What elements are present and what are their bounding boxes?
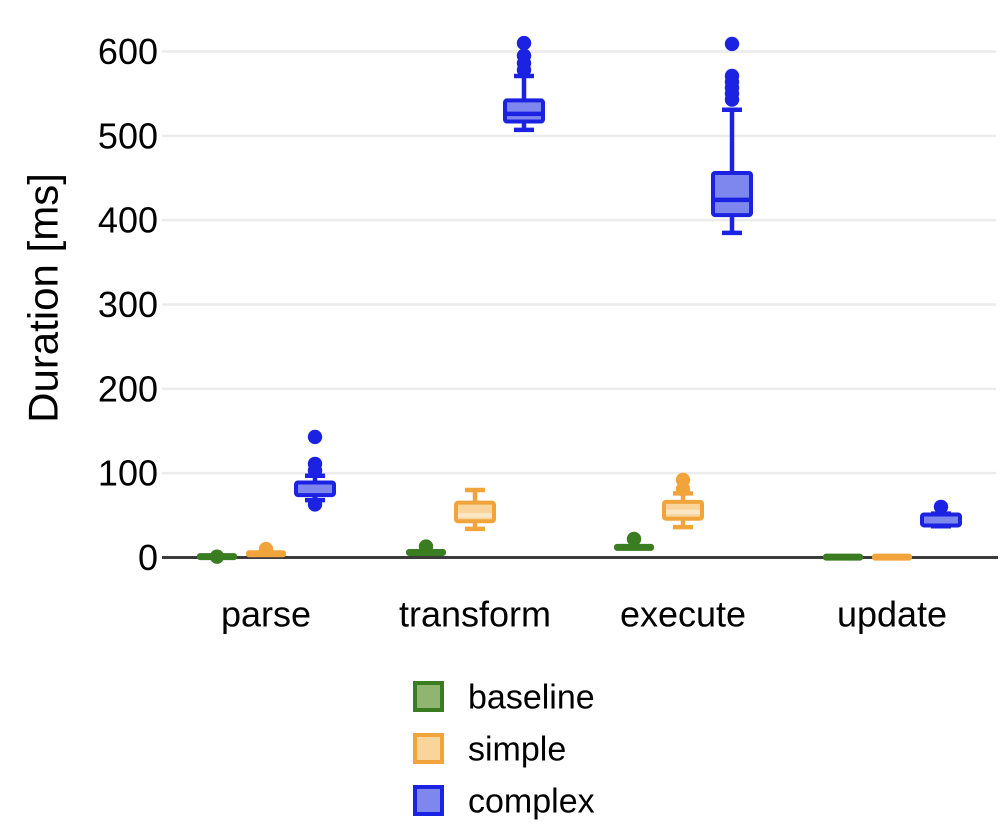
legend-item-simple: simple [413,731,566,769]
box-baseline-update [823,553,863,561]
outlier-dot [516,35,532,51]
box-simple-update [872,553,912,561]
y-tick-label: 300 [98,284,158,325]
box-body [872,553,912,561]
x-category-label: update [837,594,947,635]
outlier-dot [724,36,740,52]
outlier-dot [307,429,323,445]
outlier-dot [307,497,323,512]
y-tick-label: 400 [98,200,158,241]
box-body [614,543,654,551]
outlier-dot [516,48,532,63]
legend-swatch [413,681,444,712]
box-body [454,500,496,524]
legend-label: complex [468,783,595,821]
outlier-dot [675,472,691,488]
x-category-label: execute [620,594,746,635]
box-simple-parse [246,541,286,558]
legend-item-complex: complex [413,783,595,821]
box-complex-execute [711,36,753,236]
legend-swatch [413,785,444,816]
box-baseline-execute [614,531,654,551]
box-body [503,98,545,124]
y-tick-label: 600 [98,31,158,72]
box-baseline-parse [197,549,237,564]
box-body [711,170,753,218]
box-complex-transform [503,35,545,133]
x-category-label: transform [399,594,551,635]
outlier-dot [724,68,740,84]
box-body [294,480,336,498]
box-simple-transform [454,487,496,532]
box-complex-update [920,499,962,529]
outlier-dot [418,539,434,554]
y-tick-label: 100 [98,453,158,494]
legend-label: baseline [468,679,595,717]
outlier-dot [626,531,642,547]
outlier-dot [209,549,225,564]
y-axis-title: Duration [ms] [20,173,67,423]
outlier-dot [258,541,274,557]
x-category-label: parse [221,594,311,635]
legend-item-baseline: baseline [413,679,595,717]
legend-label: simple [468,731,566,769]
box-body [823,553,863,561]
outlier-dot [307,456,323,472]
y-tick-label: 500 [98,115,158,156]
box-baseline-transform [406,539,446,556]
legend-swatch [413,733,444,764]
y-tick-label: 0 [138,537,158,578]
outlier-dot [933,499,949,515]
box-simple-execute [662,472,704,530]
box-complex-parse [294,429,336,512]
y-tick-label: 200 [98,368,158,409]
box-body [920,512,962,528]
